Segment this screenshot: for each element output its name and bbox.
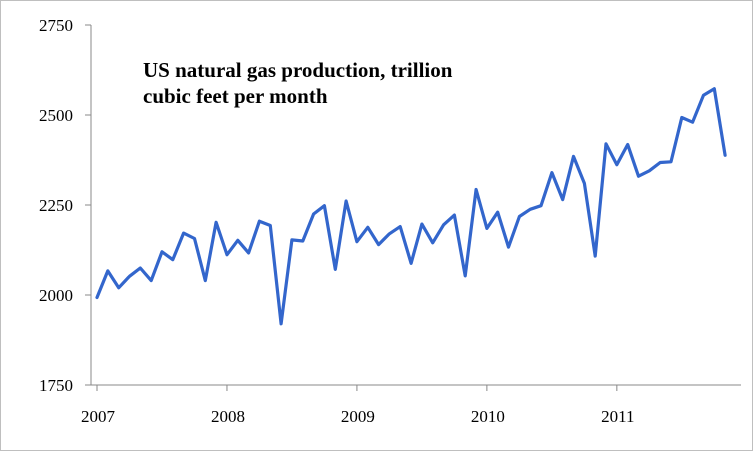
series-layer (95, 87, 727, 326)
y-tick-label: 2250 (39, 196, 73, 215)
chart-title-line-1: US natural gas production, trillion (143, 58, 453, 82)
x-tick-label: 2010 (471, 407, 505, 426)
tick-labels: 1750 2000 2250 2500 2750 2007 2008 2009 2010 2011 (39, 16, 635, 426)
x-tick-label: 2011 (601, 407, 634, 426)
tick-marks (85, 24, 618, 391)
series-line-0 (95, 87, 727, 326)
y-tick-label: 1750 (39, 376, 73, 395)
y-tick-label: 2750 (39, 16, 73, 35)
chart-title-line-2: cubic feet per month (143, 84, 328, 108)
x-tick-label: 2008 (211, 407, 245, 426)
chart-title: US natural gas production, trillion cubi… (143, 58, 453, 108)
y-tick-label: 2000 (39, 286, 73, 305)
x-tick-label: 2007 (81, 407, 116, 426)
x-tick-label: 2009 (341, 407, 375, 426)
y-tick-label: 2500 (39, 106, 73, 125)
